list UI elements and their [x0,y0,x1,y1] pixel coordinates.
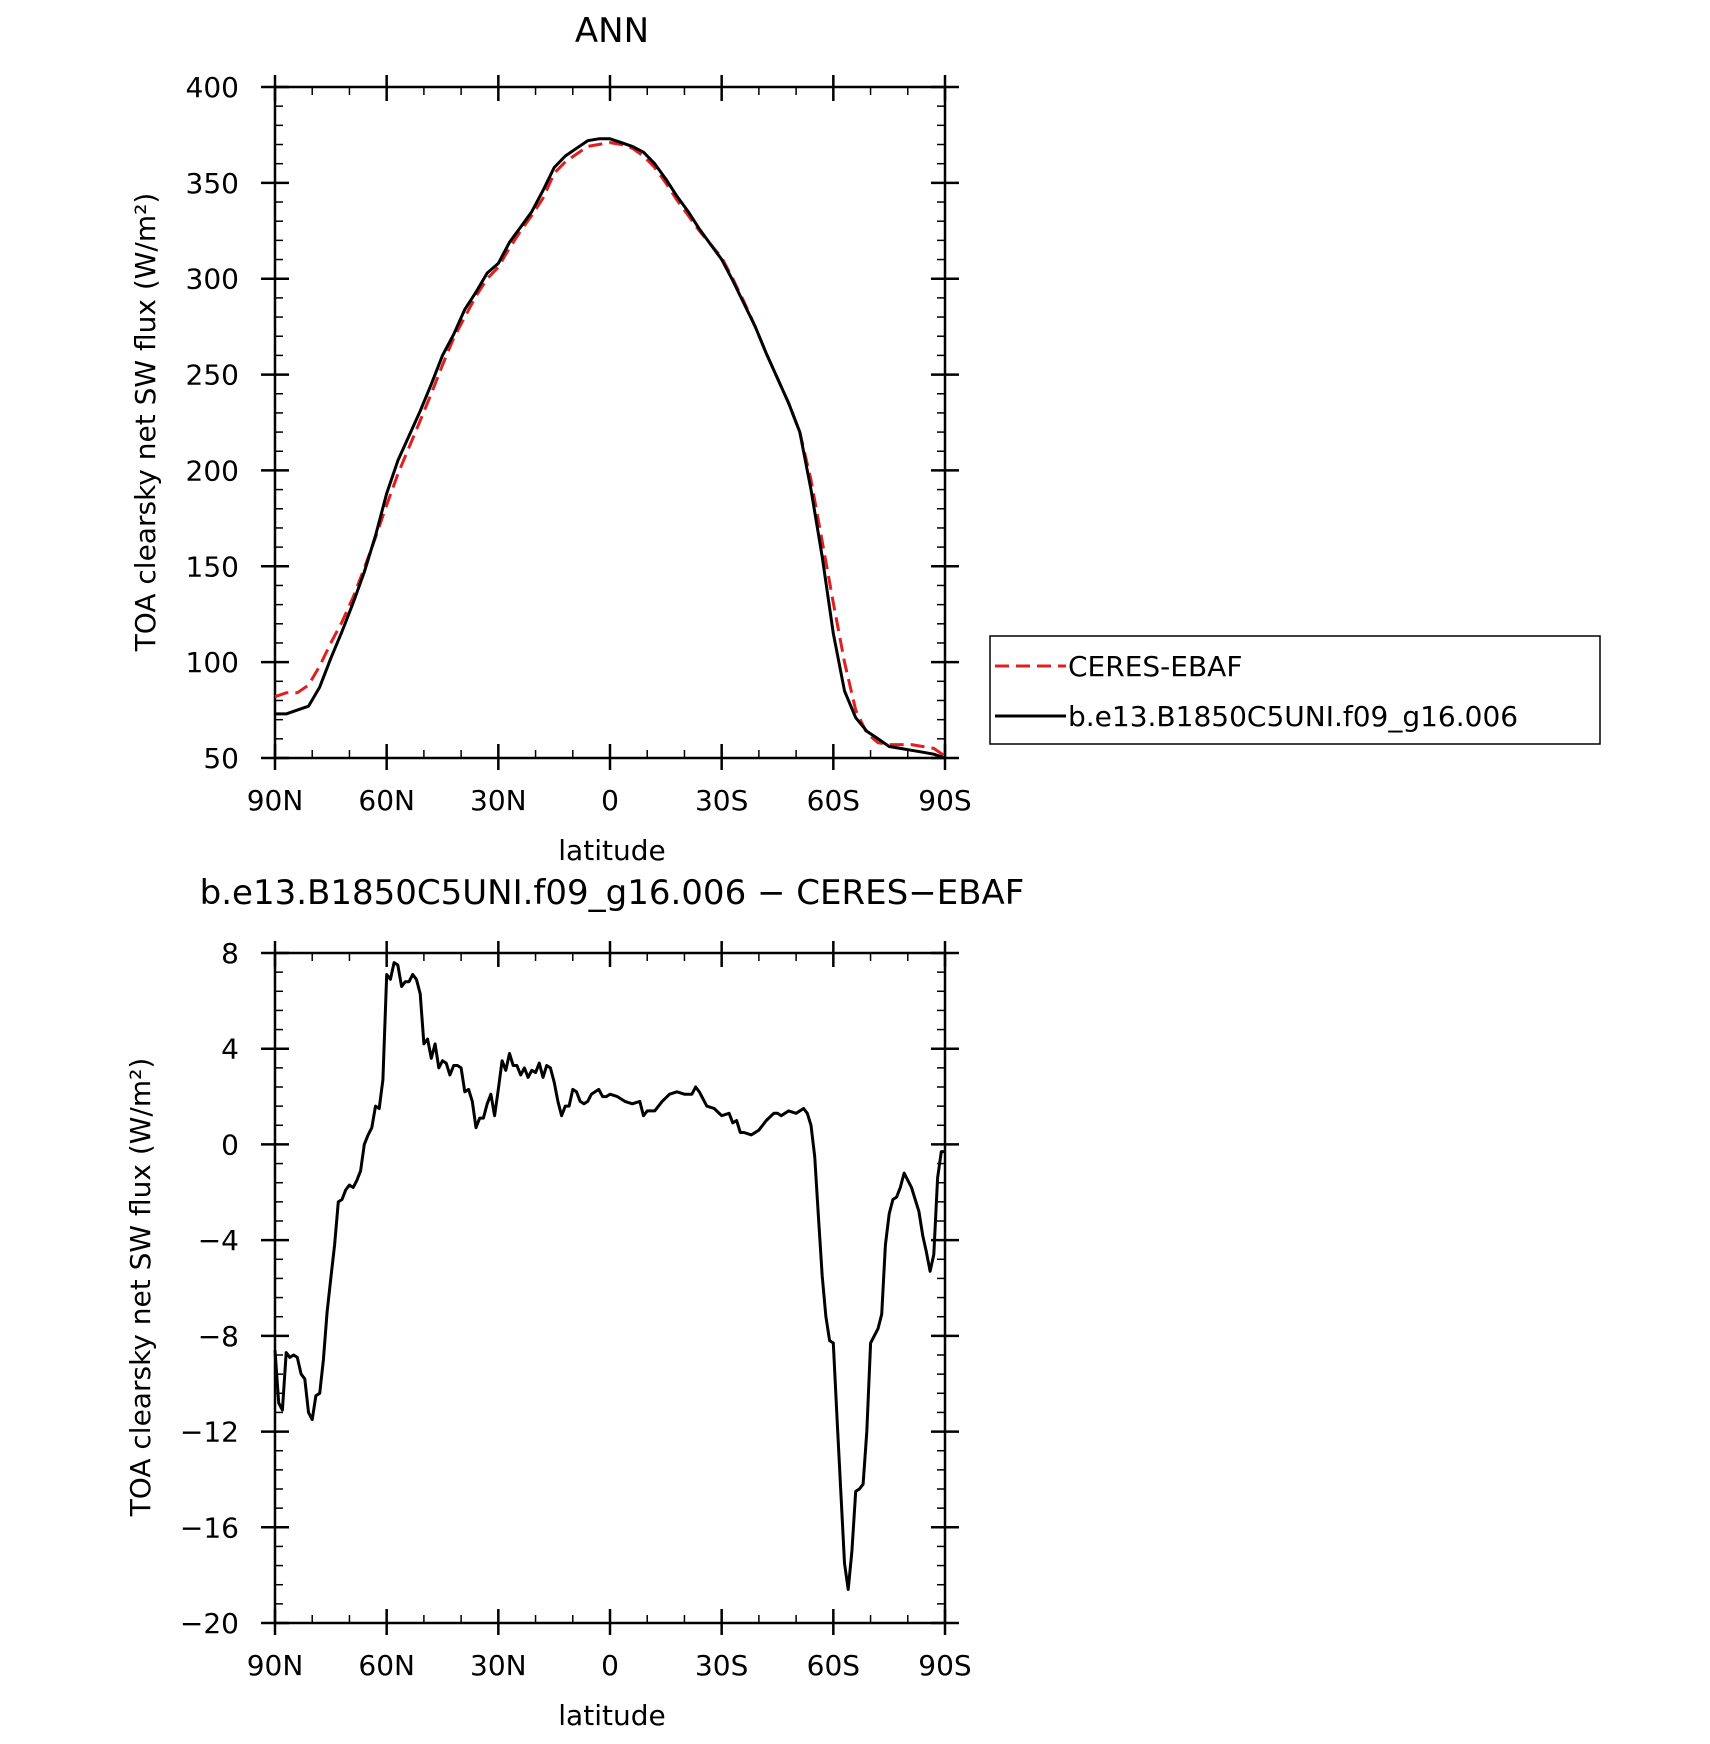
y-tick-label: 4 [221,1033,239,1066]
y-tick-label: 150 [186,550,239,583]
x-tick-label: 60S [807,1649,860,1682]
legend-label-ceres-ebaf: CERES-EBAF [1068,650,1242,683]
y-tick-label: 100 [186,646,239,679]
panel2-series-difference-line [273,961,945,1591]
panel1-series-b-e13-b1850c5uni-f09-g16-006-line [275,137,946,760]
panel1-plot-frame [273,85,947,760]
panel2-y-axis-label: TOA clearsky net SW flux (W/m²) [124,1058,157,1518]
y-tick-label: 200 [186,454,239,487]
y-tick-label: −16 [180,1511,239,1544]
y-tick-label: −12 [180,1416,239,1449]
x-tick-label: 60N [358,784,415,817]
x-tick-label: 30N [470,1649,527,1682]
y-tick-label: 350 [186,167,239,200]
panel1-title: ANN [575,11,649,51]
x-tick-label: 30S [695,784,748,817]
panel1-x-axis-label: latitude [558,834,665,867]
y-tick-label: 50 [203,742,239,775]
x-tick-label: 90S [918,1649,971,1682]
y-tick-label: 300 [186,263,239,296]
panel2: 90N 60N 30N 0 30S 60S 90S 8 4 0 −4 −8 −12 −16 −20 [180,937,972,1682]
x-tick-label: 0 [601,1649,619,1682]
y-tick-label: −8 [198,1320,239,1353]
x-tick-label: 30N [470,784,527,817]
y-tick-label: 250 [186,359,239,392]
x-tick-label: 90N [247,1649,304,1682]
panel1: 90N 60N 30N 0 30S 60S 90S 50 100 150 200 250 300 350 4… [186,71,972,817]
y-tick-label: 400 [186,71,239,104]
legend-label-model: b.e13.B1850C5UNI.f09_g16.006 [1068,700,1518,733]
y-tick-label: 8 [221,937,239,970]
x-tick-label: 0 [601,784,619,817]
x-tick-label: 30S [695,1649,748,1682]
panel1-series-ceres-ebaf-line [274,141,946,758]
panel2-x-axis-label: latitude [558,1699,665,1732]
x-tick-label: 90N [247,784,304,817]
panel2-plot-frame [273,951,947,1625]
x-tick-label: 90S [918,784,971,817]
legend-box [989,635,1601,745]
x-tick-label: 60S [807,784,860,817]
legend: CERES-EBAF b.e13.B1850C5UNI.f09_g16.006 [989,635,1601,745]
y-tick-label: 0 [221,1128,239,1161]
x-tick-label: 60N [358,1649,415,1682]
panel1-y-axis-label: TOA clearsky net SW flux (W/m²) [129,193,162,653]
y-tick-label: −20 [180,1607,239,1640]
panel2-title: b.e13.B1850C5UNI.f09_g16.006 − CERES−EBA… [200,873,1025,913]
y-tick-label: −4 [198,1224,239,1257]
